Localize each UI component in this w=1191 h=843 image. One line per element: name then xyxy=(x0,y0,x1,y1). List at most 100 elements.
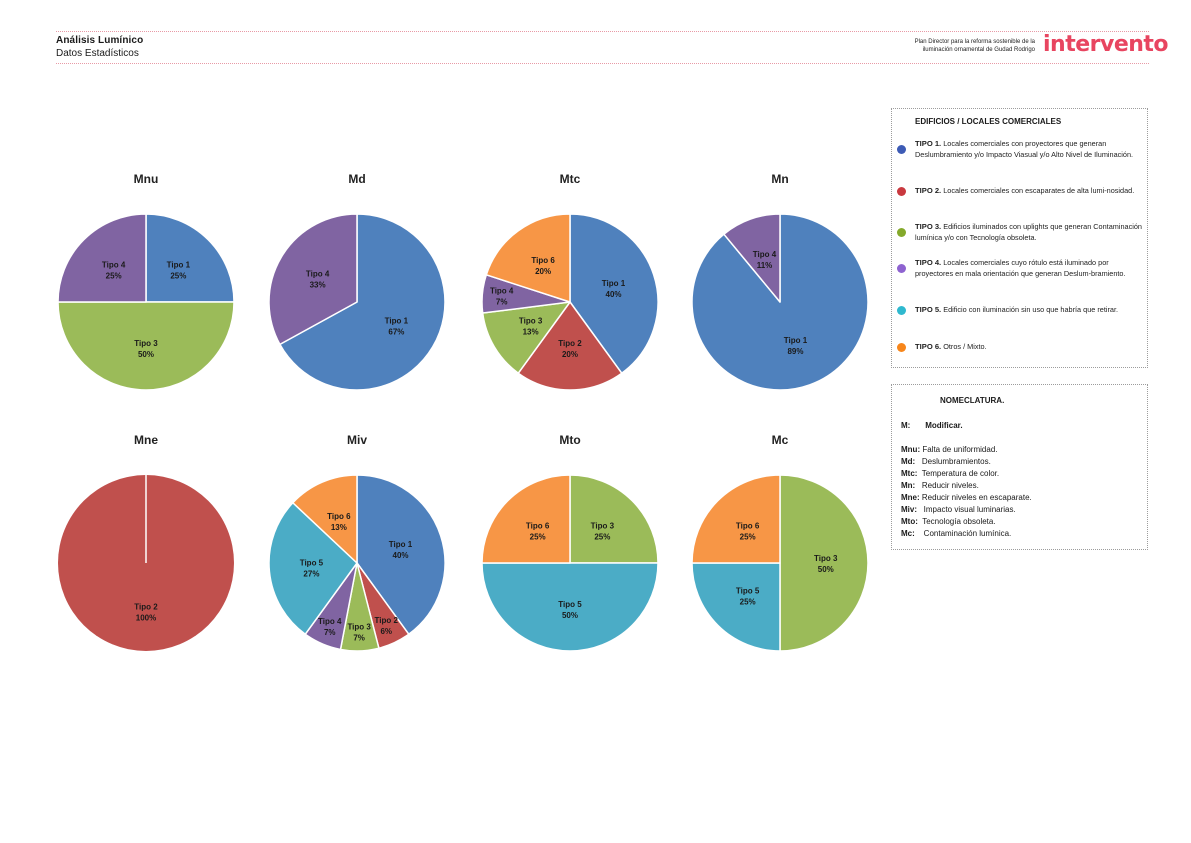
slice-label-name: Tipo 3 xyxy=(519,316,543,325)
nomenclature-row: Mne: Reducir niveles en escaparate. xyxy=(901,492,1032,504)
slice-label-name: Tipo 3 xyxy=(591,522,615,531)
slice-label-name: Tipo 6 xyxy=(736,522,760,531)
slice-label-name: Tipo 4 xyxy=(306,270,330,279)
slice-label-percent: 7% xyxy=(353,634,365,643)
slice-label-percent: 25% xyxy=(530,533,546,542)
nomenclature-m-row: M: Modificar. xyxy=(901,421,963,430)
slice-label-percent: 67% xyxy=(388,327,404,336)
pie-chart-mnu: Mnu Tipo 1 25% Tipo 3 50% Tipo 4 25% xyxy=(46,172,246,422)
slice-label-name: Tipo 1 xyxy=(385,316,409,325)
document-subtitle: Datos Estadísticos xyxy=(56,48,139,59)
slice-label-name: Tipo 6 xyxy=(526,522,550,531)
project-description-line1: Plan Director para la reforma sostenible… xyxy=(914,39,1035,45)
pie-svg: Tipo 2 100% xyxy=(58,475,234,651)
nomenclature-key: Md: xyxy=(901,457,916,466)
pie-slice-tipo-4 xyxy=(57,213,147,303)
legend-item-tipo1: TIPO 1. Locales comerciales con proyecto… xyxy=(897,139,1142,160)
pie-slice-tipo-3 xyxy=(779,474,869,652)
slice-label-percent: 25% xyxy=(106,272,122,281)
pie-chart-mc: Mc Tipo 3 50% Tipo 5 25% Tipo 6 25% xyxy=(680,433,880,683)
slice-label-percent: 6% xyxy=(380,627,392,636)
legend-text: TIPO 4. Locales comerciales cuyo rótulo … xyxy=(915,258,1142,279)
slice-label-percent: 20% xyxy=(562,350,578,359)
pie-slice-tipo-6 xyxy=(485,213,571,303)
legend-text: TIPO 6. Otros / Mixto. xyxy=(915,342,987,353)
slice-label-name: Tipo 1 xyxy=(784,336,808,345)
nomenclature-value: Deslumbramientos. xyxy=(915,457,991,466)
legend-dot-icon xyxy=(897,264,906,273)
slice-label-percent: 27% xyxy=(303,569,319,578)
nomenclature-key: Mc: xyxy=(901,529,915,538)
document-title: Análisis Lumínico xyxy=(56,35,144,46)
pie-slice-tipo-2 xyxy=(517,301,623,391)
legend-text: TIPO 1. Locales comerciales con proyecto… xyxy=(915,139,1142,160)
pie-svg: Tipo 1 40% Tipo 2 20% Tipo 3 13% Tipo 4 7% Tipo … xyxy=(481,213,659,391)
pie-chart-mtc: Mtc Tipo 1 40% Tipo 2 20% Tipo 3 13% Tipo 4 7% T… xyxy=(470,172,670,422)
pie-title: Md xyxy=(348,172,366,186)
nomenclature-value: Reducir niveles en escaparate. xyxy=(919,493,1032,502)
pie-title: Miv xyxy=(346,433,367,447)
nomenclature-key: Mnu: xyxy=(901,445,921,454)
pie-svg: Tipo 3 50% Tipo 5 25% Tipo 6 25% xyxy=(691,474,869,652)
pie-title: Mc xyxy=(771,433,789,447)
nomenclature-row: Mtc: Temperatura de color. xyxy=(901,468,1032,480)
slice-label-percent: 7% xyxy=(496,298,508,307)
pie-slice-tipo-1 xyxy=(279,213,446,391)
nomenclature-row: Md: Deslumbramientos. xyxy=(901,456,1032,468)
slice-label-percent: 50% xyxy=(138,350,154,359)
slice-label-name: Tipo 3 xyxy=(134,339,158,348)
slice-label-percent: 13% xyxy=(523,327,539,336)
legend-key: TIPO 2. xyxy=(915,186,942,195)
legend-heading: EDIFICIOS / LOCALES COMERCIALES xyxy=(915,117,1062,126)
legend-item-tipo4: TIPO 4. Locales comerciales cuyo rótulo … xyxy=(897,258,1142,279)
nomenclature-m-key: M: xyxy=(901,421,911,430)
slice-label-percent: 11% xyxy=(757,261,773,270)
pie-slice-tipo-3 xyxy=(569,474,659,564)
legend-dot-icon xyxy=(897,228,906,237)
pie-chart-mn: Mn Tipo 1 89% Tipo 4 11% xyxy=(680,172,880,422)
nomenclature-value: Impacto visual luminarias. xyxy=(917,505,1016,514)
pie-svg: Tipo 1 89% Tipo 4 11% xyxy=(691,213,869,391)
nomenclature-key: Mn: xyxy=(901,481,916,490)
pie-title: Mn xyxy=(771,172,789,186)
nomenclature-row: Mn: Reducir niveles. xyxy=(901,480,1032,492)
slice-label-percent: 25% xyxy=(740,597,756,606)
nomenclature-value: Tecnología obsoleta. xyxy=(917,517,996,526)
legend-item-tipo2: TIPO 2. Locales comerciales con escapara… xyxy=(897,186,1142,197)
legend-desc: Locales comerciales con escaparates de a… xyxy=(941,186,1135,195)
legend-dot-icon xyxy=(897,186,906,196)
pie-slice-tipo-6 xyxy=(691,474,781,564)
slice-label-percent: 40% xyxy=(393,551,409,560)
legend-desc: Locales comerciales cuyo rótulo está ilu… xyxy=(915,258,1126,278)
legend-key: TIPO 3. xyxy=(915,222,942,231)
nomenclature-key: Miv: xyxy=(901,505,917,514)
pie-slice-tipo-5 xyxy=(481,562,659,652)
slice-label-name: Tipo 5 xyxy=(300,558,324,567)
legend-dot-icon xyxy=(897,342,906,352)
nomenclature-heading: NOMECLATURA. xyxy=(940,396,1005,405)
pie-slice-tipo-4 xyxy=(723,213,781,303)
pie-chart-md: Md Tipo 1 67% Tipo 4 33% xyxy=(257,172,457,422)
slice-label-name: Tipo 1 xyxy=(602,279,626,288)
nomenclature-value: Temperatura de color. xyxy=(917,469,1000,478)
pie-chart-miv: Miv Tipo 1 40% Tipo 2 6% Tipo 3 7% Tipo 4 7% Tip… xyxy=(257,433,457,683)
pie-slice-tipo-1 xyxy=(569,213,659,374)
pie-title: Mtc xyxy=(559,172,581,186)
header-bottom-divider xyxy=(56,63,1149,64)
legend-desc: Locales comerciales con proyectores que … xyxy=(915,139,1134,159)
slice-label-name: Tipo 4 xyxy=(102,261,126,270)
slice-label-name: Tipo 2 xyxy=(375,616,399,625)
legend-text: TIPO 3. Edificios iluminados con uplight… xyxy=(915,222,1142,243)
legend-key: TIPO 4. xyxy=(915,258,942,267)
legend-item-tipo3: TIPO 3. Edificios iluminados con uplight… xyxy=(897,222,1142,243)
nomenclature-row: Mnu: Falta de uniformidad. xyxy=(901,444,1032,456)
legend-desc: Edificio con iluminación sin uso que hab… xyxy=(941,305,1119,314)
nomenclature-list: Mnu: Falta de uniformidad. Md: Deslumbra… xyxy=(901,444,1032,540)
slice-label-name: Tipo 6 xyxy=(327,512,351,521)
nomenclature-key: Mtc: xyxy=(901,469,918,478)
legend-key: TIPO 1. xyxy=(915,139,942,148)
brand-logo: intervento xyxy=(1043,32,1169,57)
slice-label-name: Tipo 4 xyxy=(490,287,514,296)
slice-label-name: Tipo 4 xyxy=(318,617,342,626)
pie-chart-mto: Mto Tipo 3 25% Tipo 5 50% Tipo 6 25% xyxy=(470,433,670,683)
